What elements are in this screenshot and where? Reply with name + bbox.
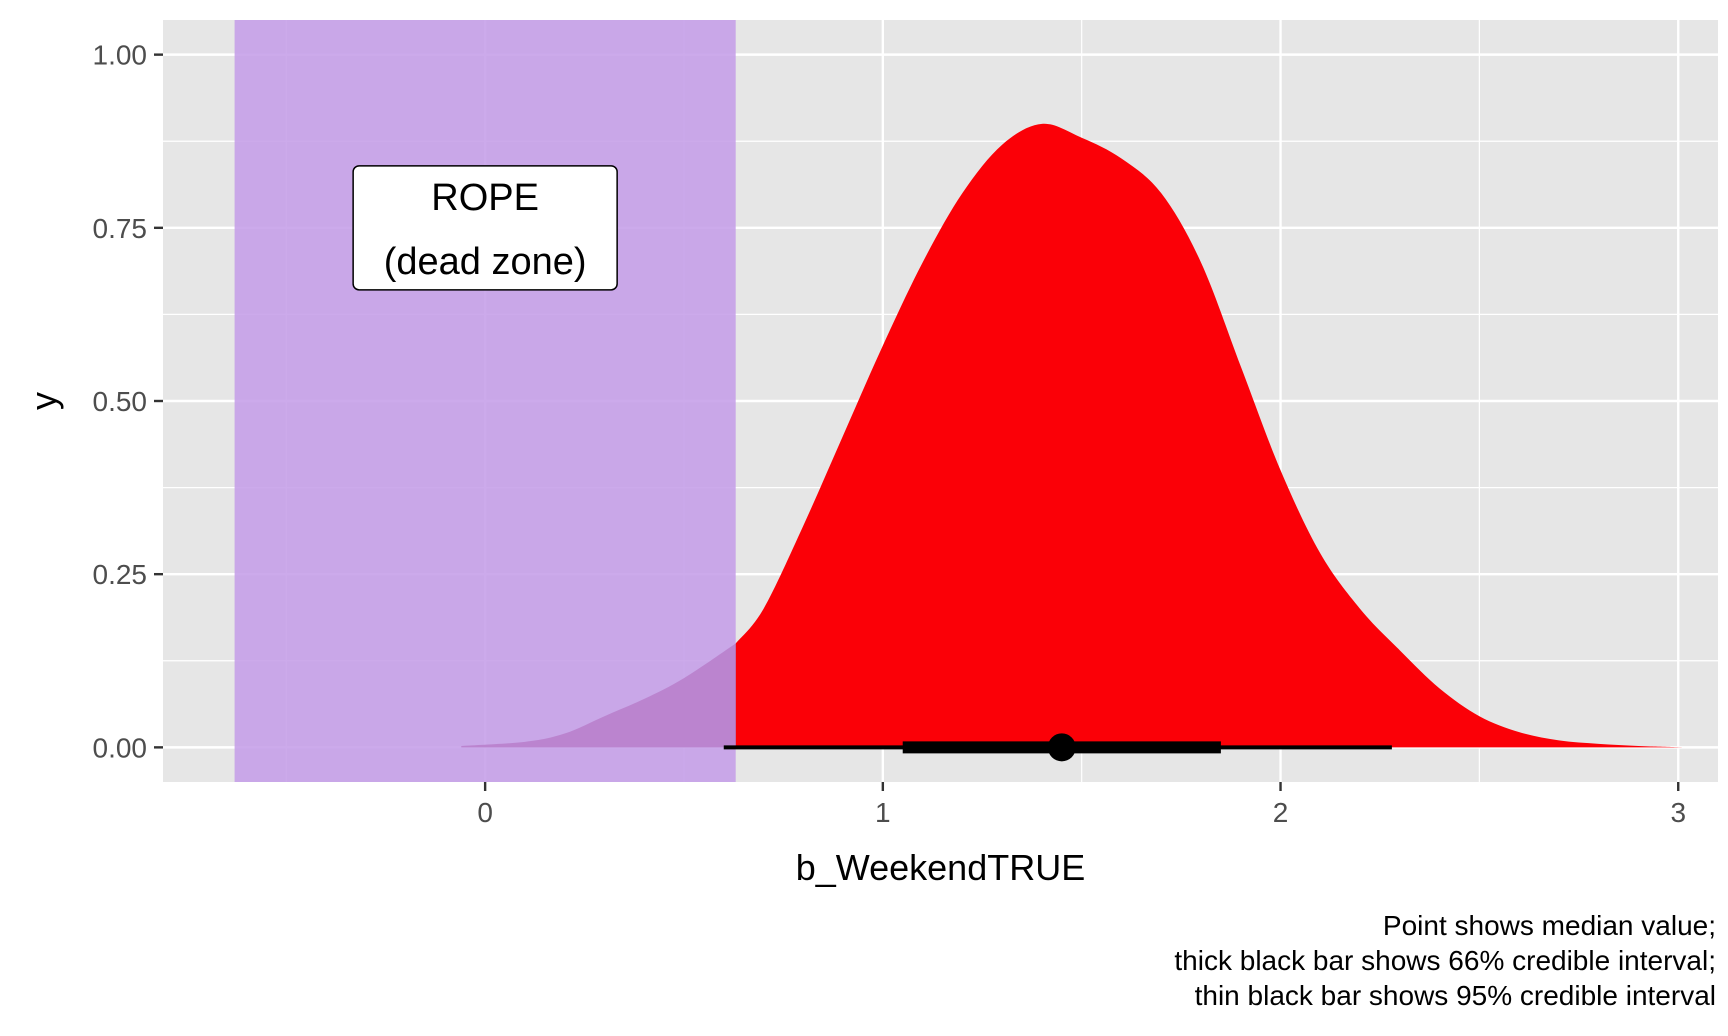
y-tick-label: 1.00 bbox=[93, 40, 148, 71]
median-point bbox=[1047, 733, 1076, 762]
y-tick-label: 0.75 bbox=[93, 213, 148, 244]
caption-line-3: thin black bar shows 95% credible interv… bbox=[1194, 980, 1716, 1011]
rope-label-line-2: (dead zone) bbox=[384, 241, 587, 283]
rope-label-line-1: ROPE bbox=[431, 177, 539, 219]
y-tick-label: 0.50 bbox=[93, 386, 148, 417]
caption-line-2: thick black bar shows 66% credible inter… bbox=[1174, 945, 1716, 976]
x-tick-label: 3 bbox=[1670, 797, 1686, 828]
interval-layer bbox=[723, 733, 1392, 762]
y-axis: 0.00 0.25 0.50 0.75 1.00 bbox=[93, 40, 163, 763]
y-axis-label: y bbox=[23, 392, 64, 410]
caption-line-1: Point shows median value; bbox=[1382, 910, 1716, 941]
x-axis: 0 1 2 3 bbox=[477, 782, 1686, 828]
y-tick-label: 0.00 bbox=[93, 732, 148, 763]
y-tick-label: 0.25 bbox=[93, 559, 148, 590]
rope-label-background bbox=[352, 165, 618, 291]
rope-band bbox=[234, 20, 736, 782]
rope-label-box: ROPE (dead zone) bbox=[352, 165, 618, 291]
x-tick-label: 0 bbox=[477, 797, 493, 828]
x-axis-label: b_WeekendTRUE bbox=[796, 847, 1085, 888]
x-tick-label: 1 bbox=[875, 797, 891, 828]
x-tick-label: 2 bbox=[1273, 797, 1289, 828]
density-area-outside-rope bbox=[735, 123, 1683, 748]
chart-caption: Point shows median value; thick black ba… bbox=[1174, 908, 1716, 1013]
